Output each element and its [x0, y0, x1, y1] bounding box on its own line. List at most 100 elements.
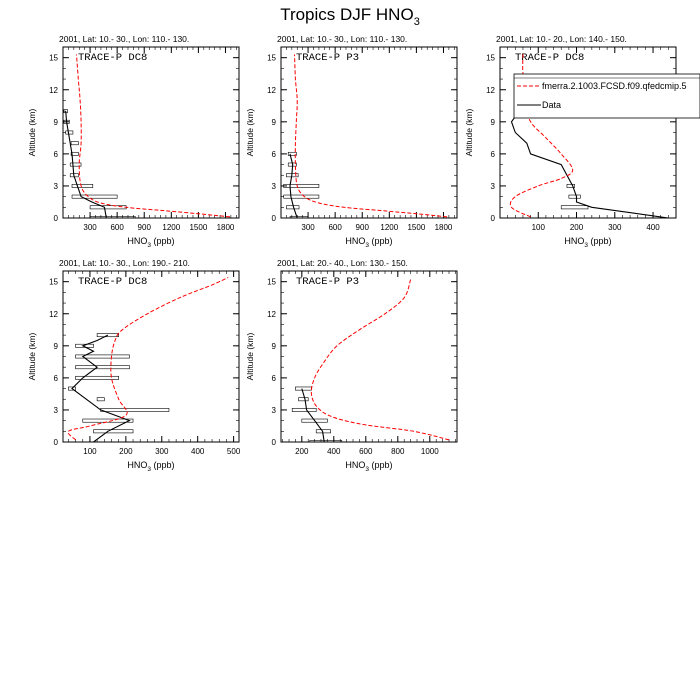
y-tick-label: 15 [267, 54, 276, 63]
x-tick-label: 900 [138, 223, 152, 232]
x-axis-label-main: HNO [345, 236, 365, 246]
legend-data-label: Data [542, 100, 561, 110]
range-box [89, 216, 136, 218]
data-line [510, 110, 669, 218]
x-axis-label: HNO3 (ppb) [345, 236, 392, 249]
panel-2: 0 3 6 9 12 15 300 600 900 1200 1500 1800 2001, Lat: … [245, 34, 458, 249]
plot-frame [280, 46, 458, 219]
x-tick-label: 200 [295, 447, 309, 456]
x-axis-label-unit: (ppb) [369, 460, 393, 470]
range-box [69, 162, 82, 167]
legend: fmerra.2.1003.FCSD.f09.qfedcmip.5 Data [513, 73, 700, 119]
y-tick-label: 15 [486, 54, 495, 63]
y-tick-label: 3 [54, 406, 59, 415]
y-tick-label: 6 [491, 150, 496, 159]
plot-frame [62, 46, 240, 219]
campaign-label: TRACE-P P3 [296, 52, 359, 64]
range-box [96, 333, 119, 338]
y-tick-label: 6 [272, 150, 277, 159]
x-axis-label-unit: (ppb) [151, 236, 175, 246]
model-line [294, 54, 448, 218]
x-tick-label: 300 [83, 223, 97, 232]
range-box [566, 184, 575, 188]
x-tick-label: 800 [391, 447, 405, 456]
x-axis-label: HNO3 (ppb) [564, 236, 611, 249]
range-box [96, 397, 105, 402]
x-tick-label: 100 [532, 223, 546, 232]
range-box [295, 386, 312, 391]
x-axis-label-sub: 3 [365, 242, 369, 249]
y-tick-label: 15 [267, 278, 276, 287]
range-box [286, 205, 300, 210]
range-box [283, 194, 320, 199]
plot-frame [280, 270, 458, 443]
x-tick-label: 400 [327, 447, 341, 456]
x-tick-label: 1500 [407, 223, 425, 232]
y-tick-label: 3 [272, 406, 277, 415]
x-axis-label-main: HNO [127, 236, 147, 246]
x-axis-label-unit: (ppb) [151, 460, 175, 470]
x-tick-label: 400 [646, 223, 660, 232]
y-tick-label: 15 [49, 54, 58, 63]
y-tick-label: 9 [54, 118, 59, 127]
x-tick-label: 300 [608, 223, 622, 232]
x-tick-label: 600 [359, 447, 373, 456]
x-tick-label: 200 [119, 447, 133, 456]
x-axis-label-sub: 3 [147, 466, 151, 473]
panel-5: 0 3 6 9 12 15 200 400 600 800 1000 2001, Lat: 20.- … [245, 258, 458, 473]
x-tick-label: 200 [570, 223, 584, 232]
range-box [289, 216, 309, 218]
model-line [67, 276, 229, 441]
y-axis-label: Altitude (km) [27, 108, 37, 156]
plot-frame [62, 270, 240, 443]
y-axis-label: Altitude (km) [245, 108, 255, 156]
range-box [68, 386, 76, 391]
plot-frame [499, 46, 677, 219]
model-line [310, 279, 450, 441]
x-tick-label: 500 [227, 447, 241, 456]
x-tick-label: 1200 [380, 223, 398, 232]
y-tick-label: 15 [49, 278, 58, 287]
y-tick-label: 12 [267, 86, 276, 95]
range-box [75, 375, 119, 380]
y-tick-label: 9 [272, 118, 277, 127]
y-tick-label: 0 [54, 214, 59, 223]
range-box [287, 151, 297, 156]
x-axis-label-main: HNO [345, 460, 365, 470]
x-tick-label: 100 [83, 447, 97, 456]
x-axis-label-main: HNO [127, 460, 147, 470]
panel-title: 2001, Lat: 10.- 30., Lon: 190.- 210. [59, 258, 190, 268]
y-axis-label: Altitude (km) [27, 332, 37, 380]
x-axis-label-main: HNO [564, 236, 584, 246]
range-box [75, 354, 130, 359]
x-axis-label-unit: (ppb) [588, 236, 612, 246]
legend-box [513, 73, 700, 119]
x-axis-label: HNO3 (ppb) [127, 460, 174, 473]
x-tick-label: 900 [356, 223, 370, 232]
x-tick-label: 400 [191, 447, 205, 456]
y-tick-label: 9 [491, 118, 496, 127]
range-box [75, 365, 130, 370]
range-box [65, 130, 74, 135]
y-tick-label: 3 [491, 182, 496, 191]
x-tick-label: 300 [301, 223, 315, 232]
data-line [65, 111, 107, 218]
y-tick-label: 3 [54, 182, 59, 191]
x-axis-label: HNO3 (ppb) [345, 460, 392, 473]
y-tick-label: 0 [491, 214, 496, 223]
panel-title: 2001, Lat: 10.- 30., Lon: 110.- 130. [277, 34, 407, 44]
range-box [560, 205, 589, 210]
y-tick-label: 6 [54, 150, 59, 159]
range-box [70, 141, 79, 146]
data-line [289, 153, 298, 218]
model-line [76, 54, 231, 218]
panel-3: 0 3 6 9 12 15 100 200 300 400 2001, Lat: 10.- 20.,… [464, 34, 677, 249]
x-tick-label: 1000 [421, 447, 439, 456]
x-tick-label: 600 [328, 223, 342, 232]
data-line [301, 388, 325, 442]
x-tick-label: 600 [110, 223, 124, 232]
panel-title: 2001, Lat: 10.- 20., Lon: 140.- 150. [496, 34, 627, 44]
legend-model-label: fmerra.2.1003.FCSD.f09.qfedcmip.5 [542, 81, 687, 91]
x-tick-label: 1800 [435, 223, 453, 232]
